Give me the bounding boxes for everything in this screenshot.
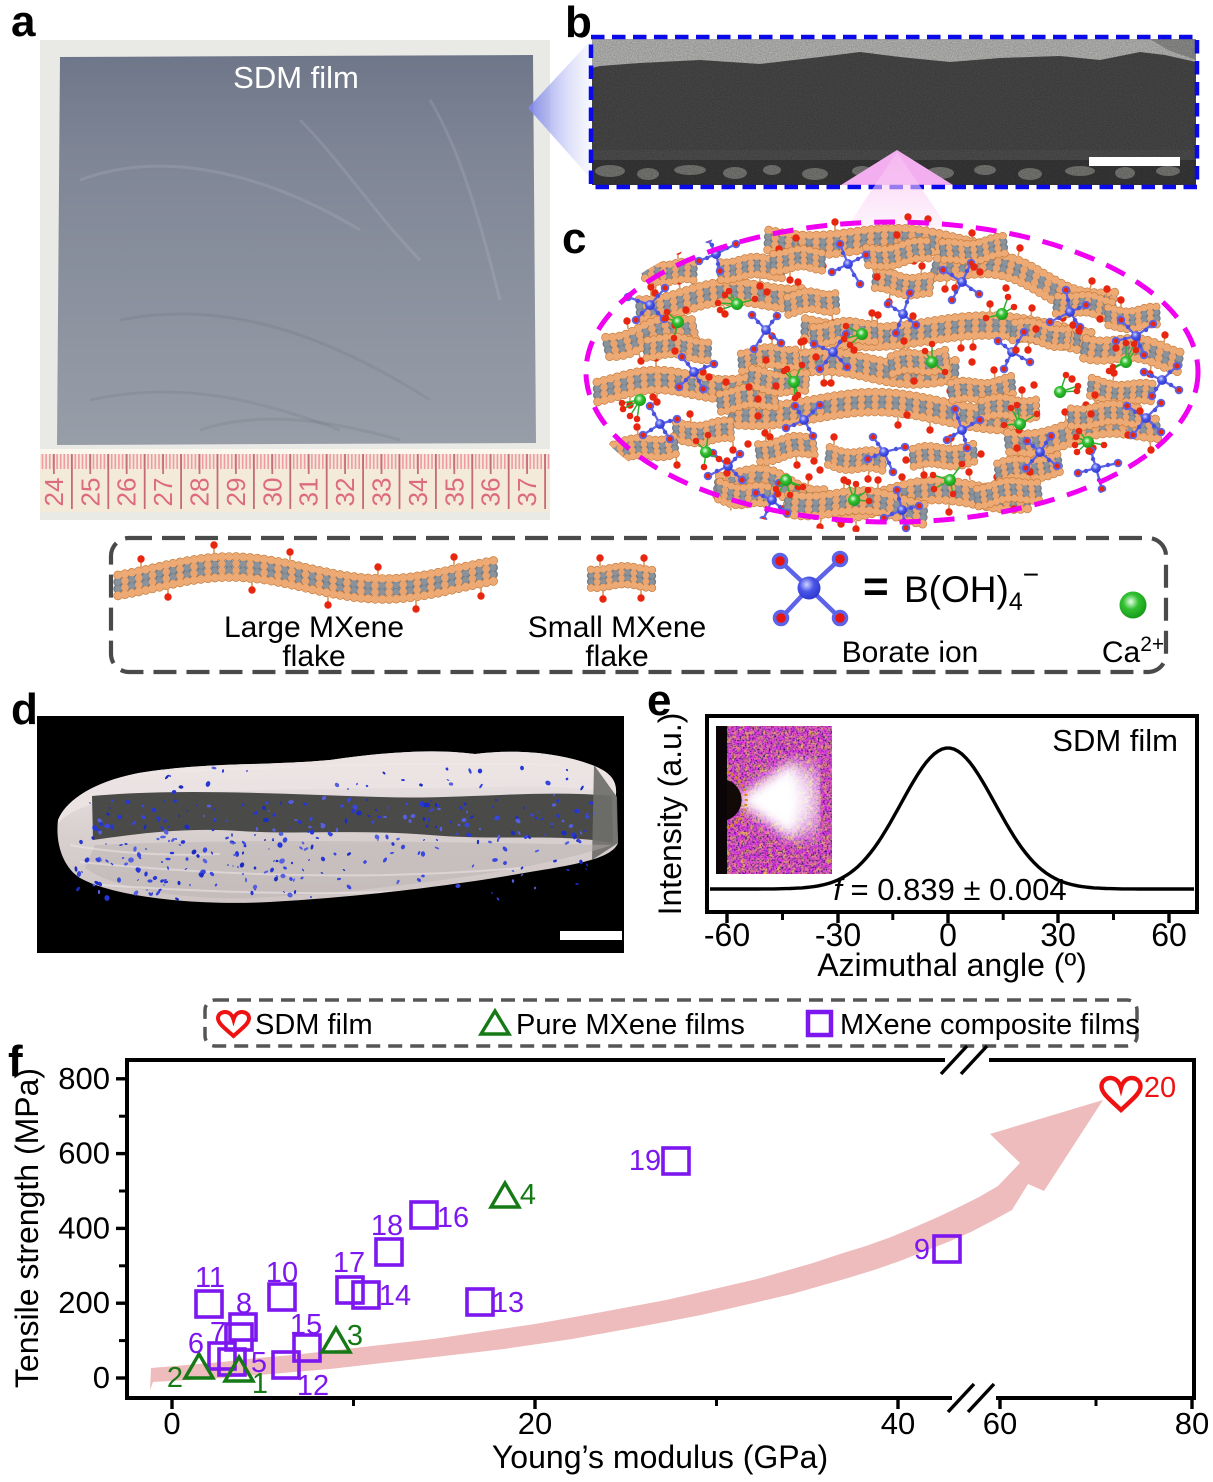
svg-text:29: 29: [221, 478, 251, 507]
svg-text:Intensity (a.u.): Intensity (a.u.): [652, 713, 688, 916]
svg-text:18: 18: [371, 1210, 403, 1242]
svg-text:MXene composite films: MXene composite films: [840, 1009, 1140, 1041]
svg-text:flake: flake: [282, 640, 345, 673]
svg-text:2: 2: [167, 1362, 183, 1394]
svg-text:f = 0.839 ± 0.004: f = 0.839 ± 0.004: [833, 872, 1066, 907]
svg-text:a: a: [11, 0, 36, 46]
svg-text:11: 11: [195, 1262, 225, 1294]
svg-text:0: 0: [939, 917, 957, 953]
svg-text:600: 600: [58, 1136, 110, 1171]
svg-text:Small MXene: Small MXene: [528, 611, 706, 644]
svg-text:9: 9: [914, 1234, 930, 1266]
svg-text:31: 31: [294, 478, 324, 507]
svg-text:Young’s modulus (GPa): Young’s modulus (GPa): [492, 1439, 828, 1475]
svg-text:17: 17: [333, 1247, 365, 1279]
svg-text:3: 3: [347, 1320, 363, 1352]
svg-text:0: 0: [163, 1406, 180, 1441]
svg-text:f: f: [8, 1037, 23, 1086]
svg-text:16: 16: [437, 1202, 469, 1234]
svg-text:Borate ion: Borate ion: [842, 636, 979, 669]
svg-text:8: 8: [236, 1288, 252, 1320]
svg-text:35: 35: [439, 478, 469, 507]
svg-text:SDM film: SDM film: [255, 1009, 373, 1041]
svg-text:34: 34: [403, 478, 433, 507]
svg-text:10: 10: [266, 1257, 298, 1289]
svg-text:32: 32: [330, 478, 360, 507]
svg-text:-30: -30: [815, 917, 861, 953]
svg-text:27: 27: [148, 478, 178, 507]
svg-text:d: d: [11, 685, 38, 734]
svg-text:60: 60: [1151, 917, 1187, 953]
svg-text:19: 19: [629, 1145, 661, 1177]
svg-text:SDM film: SDM film: [1052, 723, 1178, 758]
svg-text:-60: -60: [704, 917, 750, 953]
svg-text:26: 26: [112, 478, 142, 507]
svg-text:33: 33: [367, 478, 397, 507]
svg-text:c: c: [562, 214, 586, 263]
svg-text:Tensile strength (MPa): Tensile strength (MPa): [9, 1068, 45, 1388]
svg-text:4: 4: [520, 1179, 536, 1211]
svg-text:200: 200: [58, 1285, 110, 1320]
svg-text:SDM film: SDM film: [233, 60, 359, 95]
svg-text:e: e: [647, 676, 671, 725]
svg-text:B(OH)4−: B(OH)4−: [904, 559, 1039, 616]
svg-text:0: 0: [93, 1360, 110, 1395]
svg-text:20: 20: [518, 1406, 552, 1441]
svg-text:60: 60: [983, 1406, 1017, 1441]
svg-text:b: b: [565, 0, 592, 47]
svg-text:25: 25: [75, 478, 105, 507]
svg-text:7: 7: [210, 1317, 226, 1349]
svg-text:24: 24: [39, 478, 69, 507]
svg-text:13: 13: [492, 1287, 524, 1319]
svg-text:20: 20: [1144, 1072, 1176, 1104]
svg-text:15: 15: [290, 1309, 322, 1341]
svg-text:80: 80: [1175, 1406, 1209, 1441]
svg-text:36: 36: [476, 478, 506, 507]
svg-text:28: 28: [185, 478, 215, 507]
svg-text:1: 1: [252, 1368, 268, 1400]
svg-text:14: 14: [379, 1280, 411, 1312]
svg-text:=: =: [863, 562, 889, 611]
svg-text:30: 30: [1040, 917, 1076, 953]
svg-text:5: 5: [251, 1347, 267, 1379]
svg-text:800: 800: [58, 1061, 110, 1096]
svg-text:Azimuthal angle (º): Azimuthal angle (º): [817, 947, 1087, 983]
svg-text:37: 37: [512, 478, 542, 507]
svg-text:6: 6: [188, 1328, 204, 1360]
svg-text:Large MXene: Large MXene: [224, 611, 404, 644]
svg-text:flake: flake: [585, 640, 648, 673]
svg-text:12: 12: [297, 1370, 329, 1402]
svg-text:Pure MXene films: Pure MXene films: [516, 1009, 745, 1041]
svg-text:400: 400: [58, 1210, 110, 1245]
svg-text:30: 30: [257, 478, 287, 507]
svg-text:40: 40: [881, 1406, 915, 1441]
